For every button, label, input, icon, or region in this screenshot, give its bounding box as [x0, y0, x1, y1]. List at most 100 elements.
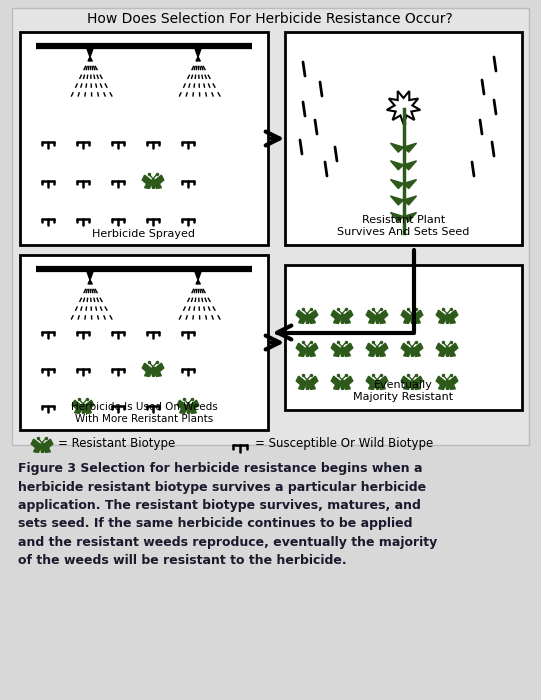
Polygon shape — [412, 310, 423, 319]
Polygon shape — [412, 343, 423, 351]
Polygon shape — [377, 317, 385, 323]
Polygon shape — [299, 350, 307, 356]
Polygon shape — [31, 439, 42, 447]
Polygon shape — [188, 407, 196, 414]
Polygon shape — [307, 383, 315, 389]
Polygon shape — [366, 343, 377, 351]
Text: Eventually
Majority Resistant: Eventually Majority Resistant — [353, 380, 453, 402]
Polygon shape — [366, 310, 377, 319]
Polygon shape — [391, 196, 404, 205]
Polygon shape — [401, 310, 412, 319]
Polygon shape — [86, 269, 94, 280]
Polygon shape — [391, 213, 404, 221]
Polygon shape — [447, 310, 458, 319]
Bar — [20, 32, 268, 245]
Polygon shape — [404, 196, 417, 205]
Polygon shape — [307, 310, 318, 319]
Text: = Resistant Biotype: = Resistant Biotype — [58, 438, 175, 451]
Polygon shape — [307, 317, 315, 323]
Polygon shape — [331, 343, 342, 351]
Polygon shape — [42, 439, 53, 447]
Bar — [12, 8, 529, 445]
Polygon shape — [296, 343, 307, 351]
Polygon shape — [447, 383, 456, 389]
Polygon shape — [342, 376, 353, 384]
Polygon shape — [439, 383, 447, 389]
Polygon shape — [377, 310, 388, 319]
Polygon shape — [194, 269, 202, 280]
Polygon shape — [299, 383, 307, 389]
Polygon shape — [177, 400, 188, 409]
Polygon shape — [153, 363, 164, 372]
Polygon shape — [342, 350, 351, 356]
Polygon shape — [194, 46, 202, 57]
Polygon shape — [447, 343, 458, 351]
Polygon shape — [439, 317, 447, 323]
Polygon shape — [391, 179, 404, 188]
Polygon shape — [404, 179, 417, 188]
Polygon shape — [334, 317, 342, 323]
Polygon shape — [144, 182, 153, 188]
Text: Herbicide Is Used On Weeds
With More Reristant Plants: Herbicide Is Used On Weeds With More Rer… — [71, 402, 217, 424]
Polygon shape — [377, 350, 385, 356]
Polygon shape — [72, 400, 83, 409]
Polygon shape — [75, 407, 83, 414]
Text: Herbicide Sprayed: Herbicide Sprayed — [93, 229, 195, 239]
Polygon shape — [404, 161, 417, 170]
Polygon shape — [412, 383, 420, 389]
Polygon shape — [447, 350, 456, 356]
Polygon shape — [404, 383, 412, 389]
Text: How Does Selection For Herbicide Resistance Occur?: How Does Selection For Herbicide Resista… — [87, 12, 453, 26]
Polygon shape — [142, 175, 153, 183]
Polygon shape — [296, 376, 307, 384]
Polygon shape — [153, 175, 164, 183]
Polygon shape — [307, 376, 318, 384]
Polygon shape — [83, 400, 94, 409]
Polygon shape — [387, 91, 420, 124]
Polygon shape — [86, 46, 94, 57]
Polygon shape — [404, 144, 417, 152]
Polygon shape — [366, 376, 377, 384]
Bar — [285, 32, 522, 245]
Polygon shape — [401, 376, 412, 384]
Polygon shape — [342, 343, 353, 351]
Polygon shape — [307, 343, 318, 351]
Text: Resistant Plant
Survives And Sets Seed: Resistant Plant Survives And Sets Seed — [337, 216, 470, 237]
Polygon shape — [368, 350, 377, 356]
Polygon shape — [307, 350, 315, 356]
Polygon shape — [342, 317, 351, 323]
Polygon shape — [412, 350, 420, 356]
Polygon shape — [404, 213, 417, 221]
Polygon shape — [436, 310, 447, 319]
Bar — [285, 265, 522, 410]
Polygon shape — [447, 317, 456, 323]
Polygon shape — [368, 383, 377, 389]
Polygon shape — [404, 350, 412, 356]
Polygon shape — [436, 376, 447, 384]
Polygon shape — [144, 370, 153, 377]
Polygon shape — [331, 376, 342, 384]
Polygon shape — [439, 350, 447, 356]
Polygon shape — [377, 383, 385, 389]
Polygon shape — [188, 400, 199, 409]
Polygon shape — [331, 310, 342, 319]
Polygon shape — [391, 161, 404, 170]
Polygon shape — [334, 383, 342, 389]
Polygon shape — [142, 363, 153, 372]
Polygon shape — [83, 407, 91, 414]
Text: = Susceptible Or Wild Biotype: = Susceptible Or Wild Biotype — [255, 438, 433, 451]
Polygon shape — [342, 383, 351, 389]
Polygon shape — [299, 317, 307, 323]
Polygon shape — [412, 317, 420, 323]
Polygon shape — [296, 310, 307, 319]
Polygon shape — [412, 376, 423, 384]
Polygon shape — [447, 376, 458, 384]
Polygon shape — [368, 317, 377, 323]
Bar — [20, 255, 268, 430]
Polygon shape — [153, 182, 161, 188]
Polygon shape — [153, 370, 161, 377]
Polygon shape — [404, 317, 412, 323]
Polygon shape — [342, 310, 353, 319]
Polygon shape — [401, 343, 412, 351]
Text: Figure 3 Selection for herbicide resistance begins when a
herbicide resistant bi: Figure 3 Selection for herbicide resista… — [18, 462, 437, 568]
